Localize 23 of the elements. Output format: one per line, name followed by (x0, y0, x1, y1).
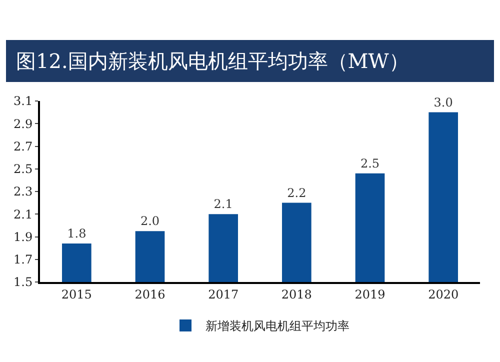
chart-title: 图12.国内新装机风电机组平均功率（MW） (6, 40, 494, 82)
x-tick-label: 2015 (61, 287, 92, 302)
legend-label: 新增装机风电机组平均功率 (206, 319, 350, 334)
data-label: 2.2 (287, 186, 306, 200)
data-label: 1.8 (67, 226, 86, 241)
data-label: 2.1 (214, 197, 233, 212)
data-label: 2.5 (360, 156, 380, 170)
x-tick-label: 2016 (134, 287, 166, 302)
y-tick-label: 1.7 (14, 252, 33, 267)
y-tick-label: 2.9 (14, 116, 33, 131)
y-tick-label: 2.3 (14, 184, 33, 199)
y-tick-label: 2.1 (14, 207, 33, 222)
y-tick-label: 1.5 (14, 275, 33, 290)
data-label: 3.0 (434, 95, 453, 110)
x-tick-label: 2019 (354, 287, 386, 302)
y-tick-label: 1.9 (14, 230, 33, 244)
y-tick-label: 2.7 (14, 139, 33, 154)
y-tick-label: 3.1 (14, 94, 33, 108)
x-tick-label: 2017 (208, 287, 239, 302)
y-tick-label: 2.5 (14, 162, 33, 176)
data-label: 2.0 (140, 214, 160, 228)
x-tick-label: 2020 (428, 287, 459, 302)
x-tick-label: 2018 (281, 287, 312, 302)
